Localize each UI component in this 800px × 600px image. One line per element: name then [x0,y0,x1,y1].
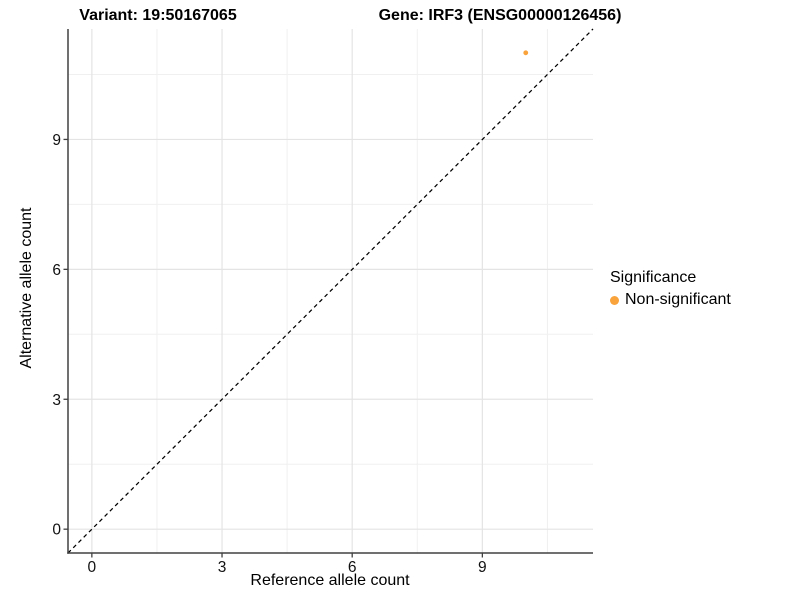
y-tick-label: 9 [52,132,61,149]
y-tick-label: 0 [52,522,61,539]
data-point [523,50,529,56]
plot-title-variant: Variant: 19:50167065 [79,7,237,24]
x-tick-label: 6 [348,559,357,576]
legend-item-label: Non-significant [625,291,731,308]
x-tick-label: 3 [218,559,227,576]
x-axis-title: Reference allele count [250,572,410,589]
identity-dashed-line [67,28,594,554]
y-axis-title: Alternative allele count [18,207,35,369]
legend-dot-icon [610,295,619,305]
x-tick-label: 0 [88,559,97,576]
y-tick-label: 6 [52,262,61,279]
legend: Significance Non-significant [610,269,731,309]
x-tick-label: 9 [478,559,487,576]
plot-title-gene: Gene: IRF3 (ENSG00000126456) [378,7,622,24]
legend-item: Non-significant [610,291,731,309]
y-tick-label: 3 [52,392,61,409]
legend-title: Significance [610,269,697,286]
